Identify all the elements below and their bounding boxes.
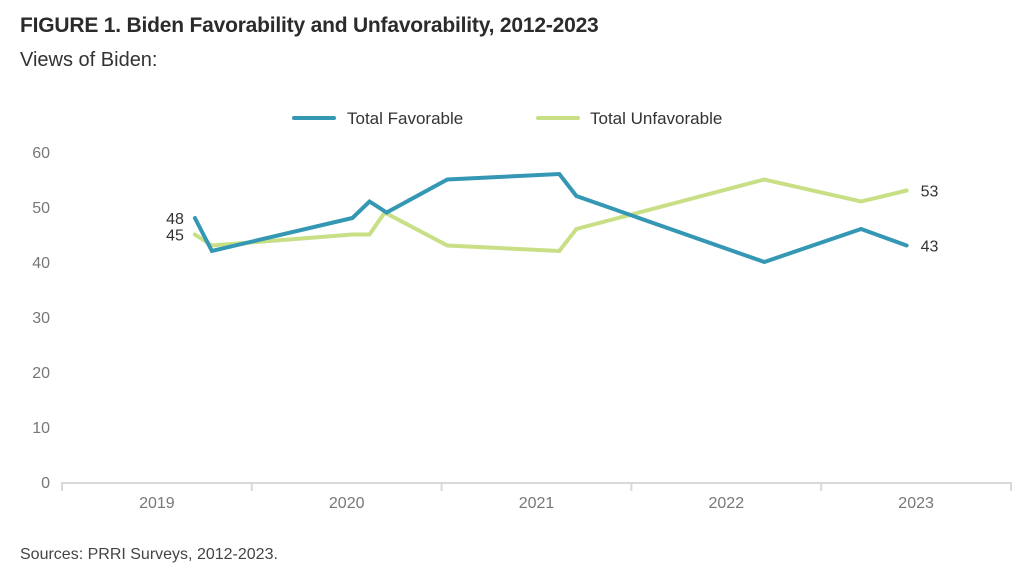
x-tick-label: 2022 [709, 495, 745, 512]
x-axis: 2019 2020 2021 2022 2023 [61, 482, 1012, 512]
legend-label: Total Unfavorable [590, 109, 722, 128]
series-line-total-unfavorable [192, 177, 909, 254]
chart-title: FIGURE 1. Biden Favorability and Unfavor… [20, 14, 599, 37]
source-note: Sources: PRRI Surveys, 2012-2023. [20, 546, 278, 563]
data-label-end: 43 [921, 239, 939, 256]
legend: Total Favorable Total Unfavorable [292, 109, 722, 128]
y-tick-label: 10 [32, 420, 50, 437]
y-tick-label: 40 [32, 255, 50, 272]
y-tick-label: 50 [32, 200, 50, 217]
x-tick-label: 2023 [898, 495, 934, 512]
legend-label: Total Favorable [347, 109, 463, 128]
data-label-start: 48 [166, 211, 184, 228]
x-tick-label: 2019 [139, 495, 175, 512]
y-tick-label: 0 [41, 475, 50, 492]
series-layer [192, 171, 909, 265]
y-axis: 0 10 20 30 40 50 60 [32, 145, 50, 492]
series-line-total-favorable [192, 171, 909, 265]
data-label-end: 53 [921, 184, 939, 201]
data-label-start: 45 [166, 228, 184, 245]
data-labels: 48 43 45 53 [166, 184, 938, 256]
y-tick-label: 30 [32, 310, 50, 327]
x-tick-label: 2020 [329, 495, 365, 512]
x-tick-label: 2021 [519, 495, 555, 512]
y-tick-label: 20 [32, 365, 50, 382]
y-tick-label: 60 [32, 145, 50, 162]
chart-subtitle: Views of Biden: [20, 49, 158, 71]
